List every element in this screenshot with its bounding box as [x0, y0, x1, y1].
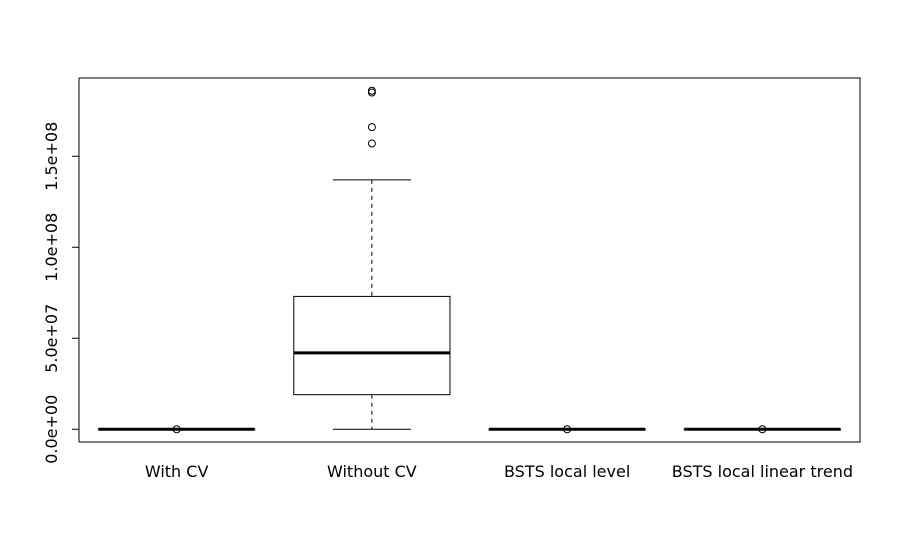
box-group	[98, 425, 256, 434]
x-category-label: Without CV	[327, 462, 417, 481]
outlier-point	[367, 86, 376, 95]
x-category-label: With CV	[145, 462, 209, 481]
box-group	[488, 425, 646, 434]
y-tick-label: 1.5e+08	[42, 122, 61, 191]
boxes	[98, 86, 841, 434]
outlier-point	[367, 123, 376, 132]
outlier-point	[172, 425, 181, 434]
y-axis-ticks: 0.0e+00 5.0e+07 1.0e+08 1.5e+08	[42, 122, 79, 464]
x-category-label: BSTS local linear trend	[672, 462, 853, 481]
y-tick-label: 1.0e+08	[42, 213, 61, 282]
box-group	[293, 86, 451, 430]
y-tick-label: 0.0e+00	[42, 395, 61, 464]
x-axis-labels: With CV Without CV BSTS local level BSTS lo…	[145, 462, 853, 481]
box-iqr	[293, 295, 451, 396]
box-group	[683, 425, 841, 434]
outlier-point	[367, 139, 376, 148]
outlier-point	[563, 425, 572, 434]
y-tick-label: 5.0e+07	[42, 304, 61, 373]
x-category-label: BSTS local level	[504, 462, 630, 481]
plot-frame	[78, 77, 861, 443]
outlier-point	[758, 425, 767, 434]
